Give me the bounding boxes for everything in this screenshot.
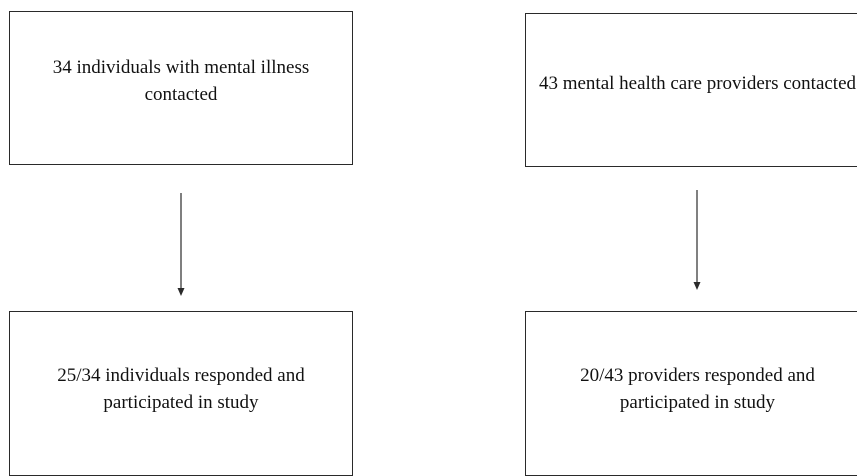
box-individuals-participated: 25/34 individuals responded and particip…	[9, 311, 353, 476]
box-individuals-participated-label: 25/34 individuals responded and particip…	[57, 364, 305, 413]
arrow-left	[177, 193, 185, 296]
box-providers-contacted-label: 43 mental health care providers contacte…	[538, 72, 857, 94]
box-providers-participated: 20/43 providers responded and participat…	[525, 311, 857, 476]
box-individuals-contacted: 34 individuals with mental illness conta…	[9, 11, 353, 165]
box-providers-contacted: 43 mental health care providers contacte…	[525, 13, 857, 167]
box-providers-participated-label: 20/43 providers responded and participat…	[580, 364, 815, 413]
box-individuals-contacted-label: 34 individuals with mental illness conta…	[52, 57, 310, 105]
arrow-right	[693, 190, 701, 290]
